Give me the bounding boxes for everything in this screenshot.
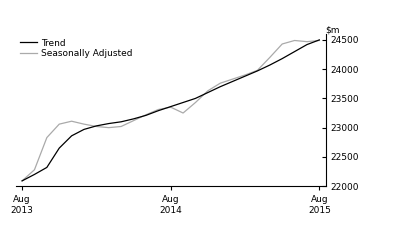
Text: $m: $m <box>326 25 340 34</box>
Legend: Trend, Seasonally Adjusted: Trend, Seasonally Adjusted <box>20 39 133 58</box>
